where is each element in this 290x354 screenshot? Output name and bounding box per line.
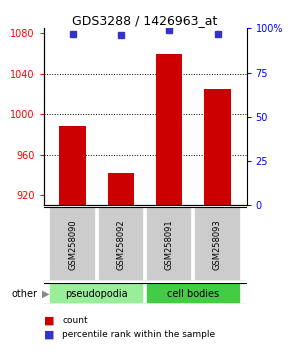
Text: ■: ■ bbox=[44, 330, 54, 339]
Bar bbox=[49, 207, 96, 281]
Bar bbox=[146, 283, 241, 304]
Bar bbox=[194, 207, 241, 281]
Text: cell bodies: cell bodies bbox=[167, 289, 220, 299]
Bar bbox=[59, 126, 86, 205]
Text: ▶: ▶ bbox=[42, 289, 50, 299]
Text: GSM258090: GSM258090 bbox=[68, 219, 77, 270]
Text: percentile rank within the sample: percentile rank within the sample bbox=[62, 330, 215, 339]
Title: GDS3288 / 1426963_at: GDS3288 / 1426963_at bbox=[72, 14, 218, 27]
Text: GSM258091: GSM258091 bbox=[165, 219, 174, 270]
Bar bbox=[146, 207, 192, 281]
Bar bbox=[204, 89, 231, 205]
Text: pseudopodia: pseudopodia bbox=[65, 289, 128, 299]
Text: ■: ■ bbox=[44, 315, 54, 325]
Text: other: other bbox=[12, 289, 38, 299]
Bar bbox=[108, 173, 134, 205]
Text: GSM258093: GSM258093 bbox=[213, 219, 222, 270]
Bar bbox=[156, 53, 182, 205]
Text: GSM258092: GSM258092 bbox=[116, 219, 125, 270]
Bar bbox=[98, 207, 144, 281]
Bar bbox=[49, 283, 144, 304]
Text: count: count bbox=[62, 316, 88, 325]
